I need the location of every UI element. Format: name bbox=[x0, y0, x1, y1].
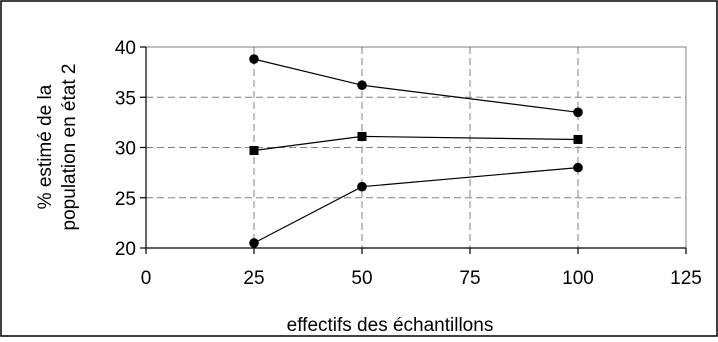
data-point-circle bbox=[249, 54, 259, 64]
series-1 bbox=[249, 54, 583, 118]
x-tick-label: 125 bbox=[670, 268, 702, 289]
y-tick-label: 40 bbox=[115, 38, 136, 59]
x-tick-label: 0 bbox=[141, 268, 152, 289]
data-point-square bbox=[573, 134, 583, 144]
axes: 20 25 30 35 40 0 25 50 75 100 125 bbox=[115, 38, 702, 289]
y-tick-label: 30 bbox=[115, 139, 136, 160]
data-point-circle bbox=[357, 181, 367, 192]
y-axis-label: % estimé de la population en état 2 bbox=[35, 64, 80, 231]
series-layer bbox=[249, 54, 583, 248]
x-tick-label: 25 bbox=[243, 268, 264, 289]
x-axis-label: effectifs des échantillons bbox=[287, 315, 494, 336]
y-tick-label: 35 bbox=[115, 88, 136, 109]
data-point-circle bbox=[357, 80, 367, 90]
data-point-circle bbox=[573, 107, 583, 118]
data-point-square bbox=[357, 131, 367, 141]
y-tick-label: 25 bbox=[115, 189, 136, 210]
series-2 bbox=[249, 131, 583, 156]
y-axis-label-line: % estimé de la bbox=[35, 84, 56, 209]
x-tick-label: 50 bbox=[351, 268, 372, 289]
x-tick-label: 75 bbox=[459, 268, 480, 289]
gridlines bbox=[146, 47, 686, 248]
data-point-circle bbox=[249, 238, 259, 248]
data-point-circle bbox=[573, 162, 583, 173]
data-point-square bbox=[249, 146, 259, 156]
axis-labels: effectifs des échantillons % estimé de la… bbox=[35, 64, 493, 336]
y-tick-label: 20 bbox=[115, 239, 136, 260]
series-3 bbox=[249, 162, 583, 248]
y-axis-label-line: population en état 2 bbox=[59, 64, 80, 231]
x-tick-label: 100 bbox=[562, 268, 594, 289]
